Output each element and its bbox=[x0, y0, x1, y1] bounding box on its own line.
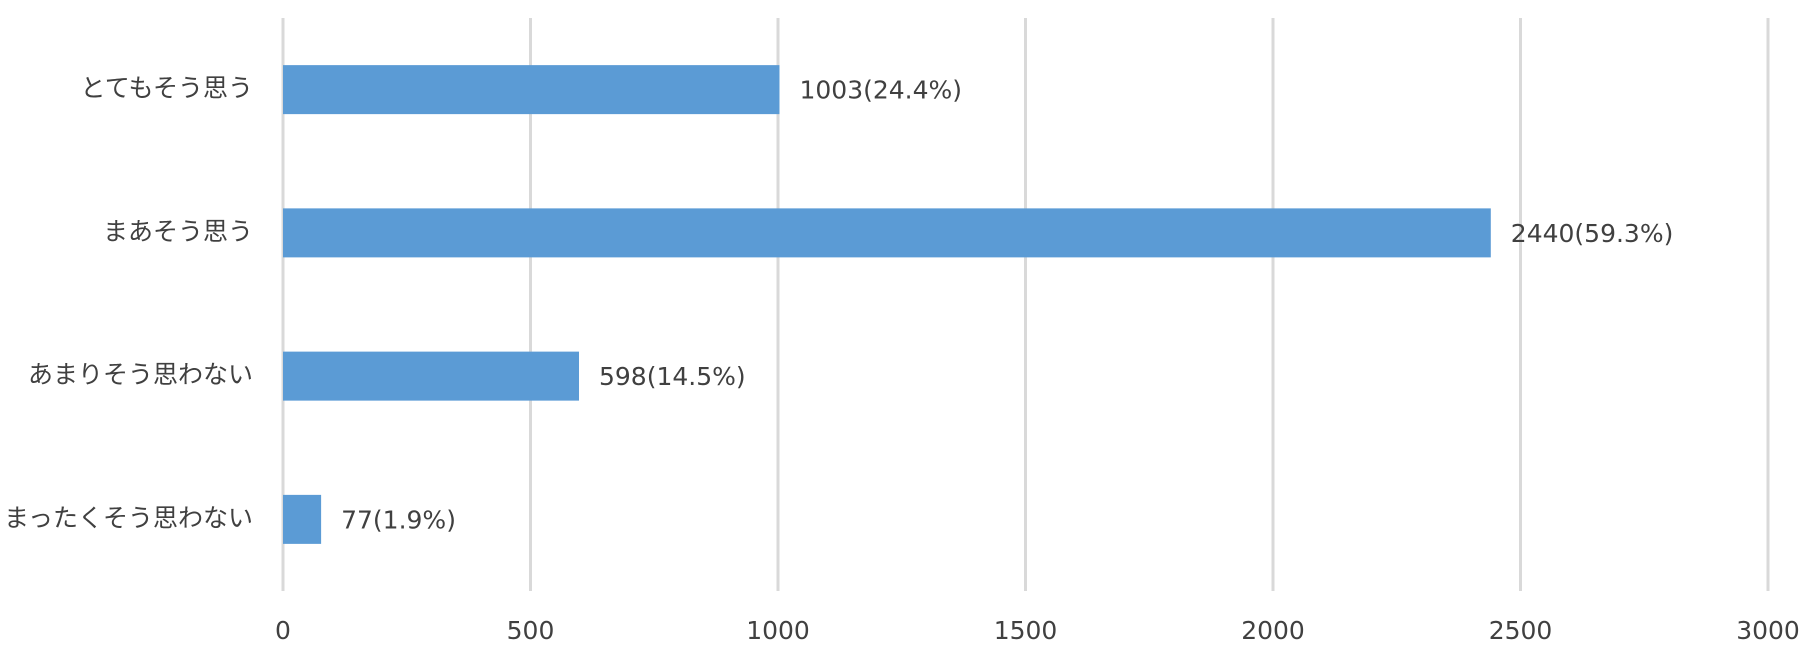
data-label: 1003(24.4%) bbox=[799, 76, 962, 105]
bar bbox=[283, 494, 322, 544]
x-tick-label: 2500 bbox=[1489, 616, 1553, 645]
data-label: 598(14.5%) bbox=[599, 362, 746, 391]
y-tick-label: とてもそう思う bbox=[80, 74, 253, 103]
x-tick-label: 1000 bbox=[746, 616, 810, 645]
x-tick-label: 500 bbox=[507, 616, 555, 645]
bar bbox=[283, 351, 580, 401]
x-tick-label: 2000 bbox=[1241, 616, 1305, 645]
x-tick-label: 3000 bbox=[1736, 616, 1800, 645]
x-tick-label: 1500 bbox=[994, 616, 1058, 645]
bar bbox=[283, 65, 780, 115]
data-label: 2440(59.3%) bbox=[1511, 219, 1674, 248]
bar bbox=[283, 208, 1491, 258]
y-tick-label: まあそう思う bbox=[103, 217, 253, 246]
data-label: 77(1.9%) bbox=[341, 505, 456, 534]
x-tick-label: 0 bbox=[275, 616, 291, 645]
y-tick-label: あまりそう思わない bbox=[28, 360, 253, 389]
y-tick-label: まったくそう思わない bbox=[4, 503, 253, 532]
